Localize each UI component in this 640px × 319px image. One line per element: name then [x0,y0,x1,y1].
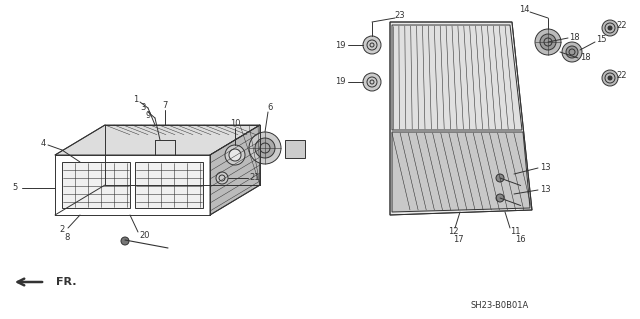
Text: 4: 4 [40,138,45,147]
Circle shape [229,149,241,161]
Text: 22: 22 [617,71,627,80]
Text: 13: 13 [540,162,550,172]
Text: 19: 19 [335,41,345,49]
Circle shape [602,20,618,36]
Text: 8: 8 [64,233,70,241]
Polygon shape [392,132,530,212]
Text: 1: 1 [133,95,139,105]
Text: 3: 3 [140,103,146,113]
Text: 20: 20 [140,231,150,240]
Text: 9: 9 [145,112,150,121]
Text: 21: 21 [250,174,260,182]
Polygon shape [55,125,260,155]
Circle shape [121,237,129,245]
Text: 17: 17 [452,235,463,244]
Text: 23: 23 [395,11,405,20]
Text: 14: 14 [519,5,529,14]
Text: 5: 5 [12,183,18,192]
Polygon shape [210,125,260,215]
Text: 16: 16 [515,235,525,244]
Text: SH23-B0B01A: SH23-B0B01A [471,300,529,309]
Polygon shape [392,25,522,130]
Polygon shape [135,162,203,208]
Text: 12: 12 [448,227,458,236]
Text: 19: 19 [335,78,345,86]
Polygon shape [62,162,130,208]
Circle shape [608,76,612,80]
Text: 2: 2 [60,226,65,234]
Text: 10: 10 [230,120,240,129]
Circle shape [496,194,504,202]
Text: 11: 11 [509,227,520,236]
Circle shape [535,29,561,55]
Text: 7: 7 [163,101,168,110]
Circle shape [540,34,556,50]
Text: 6: 6 [268,103,273,113]
Circle shape [225,145,245,165]
Circle shape [255,138,275,158]
Text: 18: 18 [569,33,579,41]
Circle shape [363,73,381,91]
Polygon shape [390,22,532,215]
Circle shape [216,172,228,184]
Text: 13: 13 [540,184,550,194]
Circle shape [608,26,612,30]
Circle shape [496,174,504,182]
Circle shape [602,70,618,86]
Circle shape [249,132,281,164]
Text: FR.: FR. [56,277,77,287]
Polygon shape [285,140,305,158]
Text: 18: 18 [580,54,590,63]
Text: 22: 22 [617,21,627,31]
Circle shape [363,36,381,54]
Text: 15: 15 [596,35,606,44]
Circle shape [566,46,578,58]
Circle shape [562,42,582,62]
